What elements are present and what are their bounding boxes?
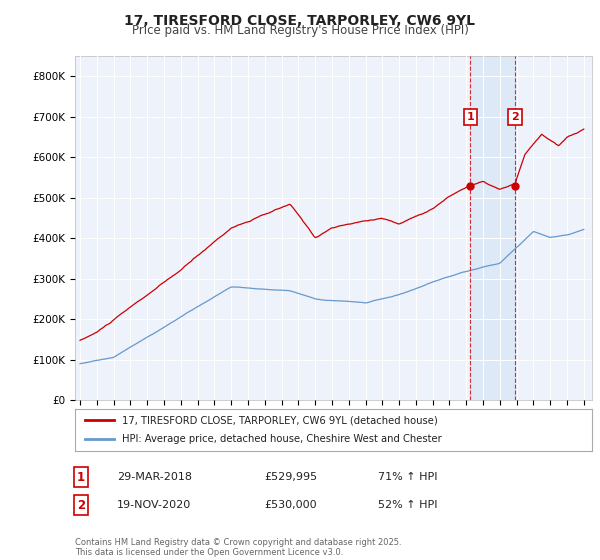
Text: 17, TIRESFORD CLOSE, TARPORLEY, CW6 9YL: 17, TIRESFORD CLOSE, TARPORLEY, CW6 9YL (125, 14, 476, 28)
Text: 29-MAR-2018: 29-MAR-2018 (117, 472, 192, 482)
Text: 1: 1 (77, 470, 85, 484)
Bar (470, 56, 515, 400)
Text: 71% ↑ HPI: 71% ↑ HPI (378, 472, 437, 482)
Text: 2: 2 (511, 112, 519, 122)
Text: HPI: Average price, detached house, Cheshire West and Chester: HPI: Average price, detached house, Ches… (122, 435, 441, 445)
Text: Contains HM Land Registry data © Crown copyright and database right 2025.
This d: Contains HM Land Registry data © Crown c… (75, 538, 401, 557)
Text: 2: 2 (77, 498, 85, 512)
Text: 17, TIRESFORD CLOSE, TARPORLEY, CW6 9YL (detached house): 17, TIRESFORD CLOSE, TARPORLEY, CW6 9YL … (122, 415, 437, 425)
Text: Price paid vs. HM Land Registry's House Price Index (HPI): Price paid vs. HM Land Registry's House … (131, 24, 469, 36)
Text: 19-NOV-2020: 19-NOV-2020 (117, 500, 191, 510)
Text: 52% ↑ HPI: 52% ↑ HPI (378, 500, 437, 510)
Text: £529,995: £529,995 (264, 472, 317, 482)
Text: 1: 1 (466, 112, 474, 122)
Text: £530,000: £530,000 (264, 500, 317, 510)
